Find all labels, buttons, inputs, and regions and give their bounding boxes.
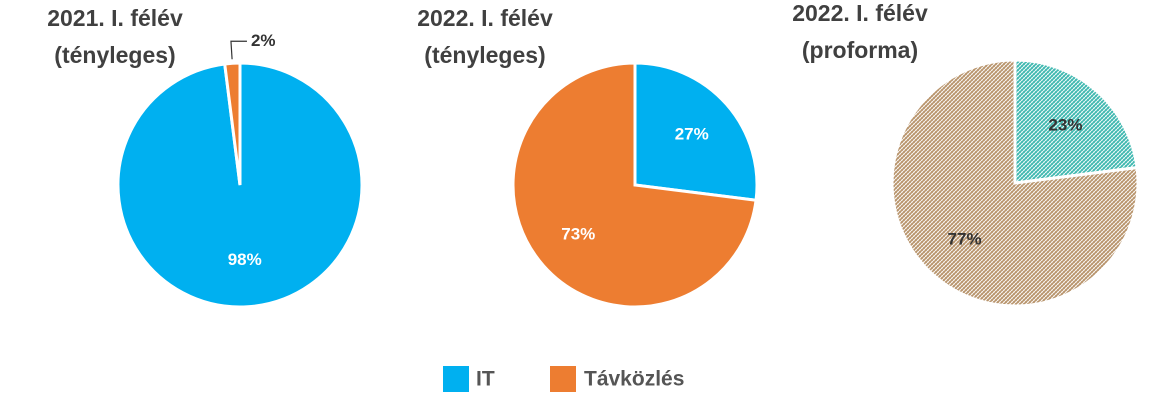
- chart-title: 2022. I. félév: [792, 0, 928, 26]
- chart-title: 2022. I. félév: [417, 5, 553, 31]
- legend-label: IT: [476, 368, 495, 391]
- pie-slice: [633, 61, 759, 202]
- leader-line: [230, 40, 247, 60]
- pie-slice: [223, 61, 242, 186]
- chart-title: (tényleges): [424, 42, 545, 68]
- pie-slice: [511, 61, 758, 309]
- data-label: 27%: [675, 124, 709, 143]
- data-label: 98%: [228, 250, 262, 269]
- legend-swatch: [443, 366, 469, 392]
- pie-slice: [890, 58, 1140, 308]
- chart-title: 2021. I. félév: [47, 5, 183, 31]
- data-label: 2%: [251, 31, 276, 50]
- chart-title: (proforma): [802, 37, 918, 63]
- data-label: 23%: [1048, 115, 1082, 134]
- legend-label: Távközlés: [584, 368, 684, 391]
- data-label: 77%: [948, 230, 982, 249]
- data-label: 73%: [561, 225, 595, 244]
- legend-swatch: [550, 366, 576, 392]
- chart-title: (tényleges): [54, 42, 175, 68]
- pie-slice: [1013, 58, 1139, 185]
